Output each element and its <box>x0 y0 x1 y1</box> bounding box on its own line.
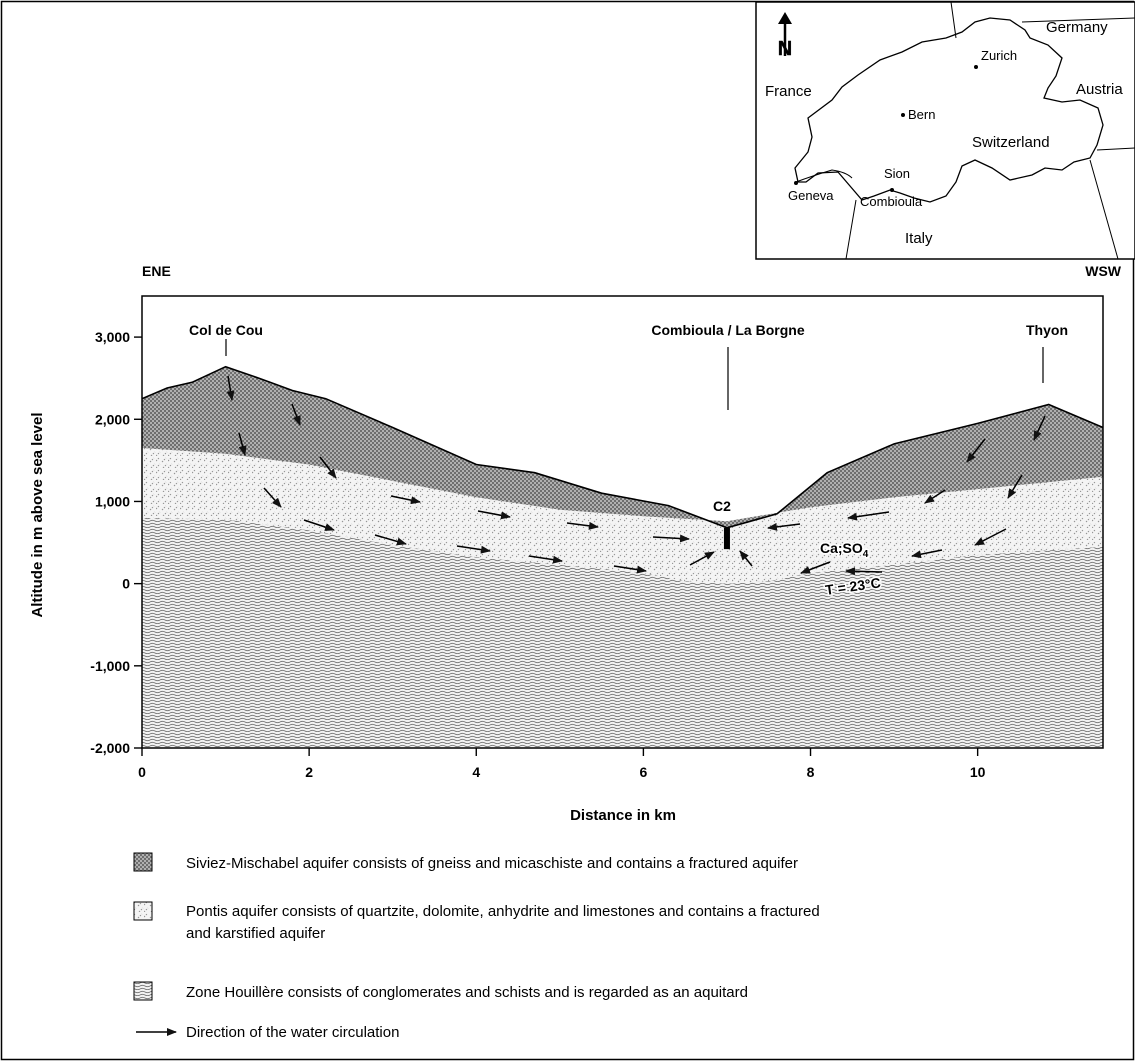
pontis-aquifer-layer <box>142 366 1103 584</box>
x-tick-label: 6 <box>639 764 647 780</box>
y-axis-title: Altitude in m above sea level <box>29 412 46 617</box>
city-bern-dot <box>901 113 905 117</box>
city-geneva-dot <box>794 181 798 185</box>
flow-arrow-icon <box>566 521 599 530</box>
y-tick-label: 2,000 <box>95 411 130 427</box>
y-axis: 3,000 2,000 1,000 0 -1,000 -2,000 <box>90 329 142 756</box>
lake-geneva <box>795 169 853 183</box>
flow-arrow-icon <box>319 456 337 479</box>
flow-arrow-icon <box>1007 474 1023 499</box>
flow-arrow-icon <box>390 495 421 505</box>
switzerland-outline <box>794 17 1104 203</box>
flow-arrow-icon <box>800 561 831 574</box>
location-col-de-cou: Col de Cou <box>189 322 263 338</box>
y-tick-label: 0 <box>122 576 130 592</box>
city-sion-dot <box>890 188 894 192</box>
chemistry-label: Ca;SO4 <box>820 540 869 560</box>
legend-text-pontis-line2: and karstified aquifer <box>186 925 325 942</box>
x-tick-label: 4 <box>472 764 480 780</box>
flow-arrow-icon <box>924 489 946 504</box>
cross-section-plot: 3,000 2,000 1,000 0 -1,000 -2,000 0 2 4 6 8 10 <box>90 295 1104 780</box>
flow-arrow-icon <box>303 519 335 531</box>
city-bern-label: Bern <box>908 107 935 122</box>
x-tick-label: 0 <box>138 764 146 780</box>
chemistry-main: Ca;SO <box>820 540 863 556</box>
topographic-surface-line <box>141 365 1104 529</box>
city-zurich-dot <box>974 65 978 69</box>
legend-text-siviez: Siviez-Mischabel aquifer consists of gne… <box>186 855 798 872</box>
city-geneva-label: Geneva <box>788 188 834 203</box>
flow-arrow-icon <box>263 487 282 508</box>
flow-arrow-icon <box>528 555 563 564</box>
location-thyon: Thyon <box>1026 322 1068 338</box>
flow-arrow-icon <box>456 545 491 554</box>
legend-text-pontis: Pontis aquifer consists of quartzite, do… <box>186 903 820 920</box>
city-zurich-label: Zurich <box>981 48 1017 63</box>
y-tick-label: -2,000 <box>90 740 130 756</box>
siviez-mischabel-layer <box>142 366 1103 528</box>
country-france-label: France <box>765 83 812 100</box>
flow-arrow-icon <box>974 528 1007 546</box>
chemistry-main-fill: Ca;SO <box>820 540 863 556</box>
legend-text-arrow: Direction of the water circulation <box>186 1024 399 1041</box>
x-tick-label: 8 <box>807 764 815 780</box>
flow-arrow-icon <box>1033 415 1046 441</box>
legend-swatch-pontis <box>133 901 153 921</box>
x-axis-title: Distance in km <box>570 807 676 824</box>
north-label: N <box>778 38 792 60</box>
inset-map: N Germany Austria France Switzerland Ita… <box>755 1 1135 260</box>
country-austria-label: Austria <box>1076 81 1123 98</box>
flow-arrow-icon <box>477 510 511 520</box>
direction-right-label: WSW <box>1085 263 1122 279</box>
country-switzerland-label: Switzerland <box>972 134 1050 151</box>
flow-arrow-icon <box>226 375 235 401</box>
chemistry-subscript-fill: 4 <box>863 549 869 560</box>
border-germany <box>950 1 1135 39</box>
flow-arrows <box>226 375 1046 576</box>
flow-arrow-icon <box>739 550 753 567</box>
y-tick-label: 1,000 <box>95 493 130 509</box>
chemistry-label-fill: Ca;SO4 <box>820 540 869 560</box>
y-tick-label: -1,000 <box>90 658 130 674</box>
border-austria <box>1096 147 1135 151</box>
chemistry-subscript: 4 <box>863 549 869 560</box>
x-axis: 0 2 4 6 8 10 <box>138 748 986 780</box>
flow-arrow-icon <box>689 551 715 566</box>
flow-arrow-icon <box>613 565 647 574</box>
zone-houillere-layer <box>142 517 1103 748</box>
city-sion-label: Sion <box>884 166 910 181</box>
flow-arrow-icon <box>374 534 407 546</box>
country-italy-label: Italy <box>905 230 933 247</box>
flow-arrow-icon <box>966 438 986 463</box>
y-tick-label: 3,000 <box>95 329 130 345</box>
flow-arrow-icon <box>238 432 247 456</box>
flow-arrow-icon <box>767 522 801 531</box>
flow-arrow-icon <box>652 534 690 543</box>
flow-arrow-icon <box>911 549 943 559</box>
legend-swatch-houillere <box>133 981 153 1001</box>
north-arrow: N <box>778 12 792 60</box>
legend-swatch-siviez <box>133 852 153 872</box>
border-italy <box>845 159 1119 260</box>
plot-frame <box>141 295 1104 749</box>
well-c2-marker <box>723 527 730 550</box>
flow-arrow-icon <box>847 511 890 521</box>
inset-map-frame <box>755 1 1135 260</box>
legend: Siviez-Mischabel aquifer consists of gne… <box>133 852 820 1041</box>
x-tick-label: 10 <box>970 764 986 780</box>
location-combioula-la-borgne: Combioula / La Borgne <box>651 322 804 338</box>
well-c2-label: C2 <box>713 498 731 514</box>
direction-left-label: ENE <box>142 263 171 279</box>
flow-arrow-icon <box>845 567 883 576</box>
country-germany-label: Germany <box>1046 19 1108 36</box>
legend-text-houillere: Zone Houillère consists of conglomerates… <box>186 984 748 1001</box>
x-tick-label: 2 <box>305 764 313 780</box>
city-combioula-label: Combioula <box>860 194 923 209</box>
flow-arrow-icon <box>291 403 301 426</box>
